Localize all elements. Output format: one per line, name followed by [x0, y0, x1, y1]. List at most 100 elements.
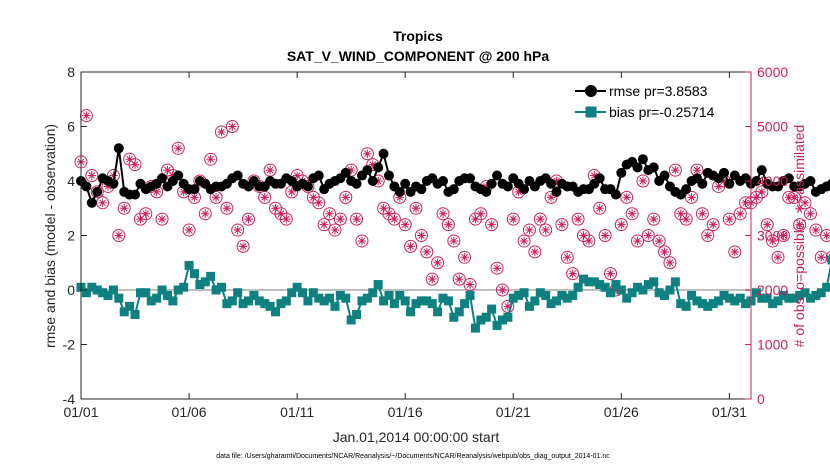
bias-point: [206, 271, 216, 281]
bias-point: [676, 299, 686, 309]
bias-point: [352, 310, 362, 320]
rmse-point: [362, 165, 373, 176]
obs-count-marker: [312, 196, 326, 210]
bias-point: [314, 293, 324, 303]
obs-count-marker: [771, 250, 785, 264]
obs-count-marker: [133, 212, 147, 226]
obs-count-marker: [663, 256, 677, 270]
rmse-point: [659, 170, 670, 181]
obs-count-marker: [604, 267, 618, 281]
obs-count-marker: [214, 125, 228, 139]
bias-point: [638, 285, 648, 295]
bias-point: [298, 288, 308, 298]
bias-point: [487, 304, 497, 314]
bias-point: [681, 301, 691, 311]
bias-point: [254, 296, 264, 306]
bias-point: [216, 282, 226, 292]
obs-count-marker: [160, 163, 174, 177]
y-tick-label-left: 0: [67, 282, 75, 298]
y-tick-label-right: 6000: [757, 64, 788, 80]
obs-count-marker: [355, 234, 369, 248]
bias-point: [697, 299, 707, 309]
bias-point: [184, 260, 194, 270]
bias-point: [633, 282, 643, 292]
obs-count-marker: [728, 245, 742, 259]
bias-point: [579, 274, 588, 284]
bias-point: [114, 293, 124, 303]
rmse-point: [610, 189, 621, 200]
obs-count-marker: [350, 212, 364, 226]
y-tick-label-right: 1000: [757, 337, 788, 353]
bias-point: [249, 290, 259, 300]
bias-point: [449, 312, 459, 322]
x-tick-label: 01/11: [280, 404, 314, 420]
rmse-point: [189, 184, 200, 195]
obs-count-marker: [279, 212, 293, 226]
y-tick-label-right: 0: [757, 391, 765, 407]
bias-point: [379, 296, 389, 306]
x-tick-label: 01/31: [712, 404, 747, 420]
bias-point: [465, 290, 475, 300]
bias-point: [411, 299, 421, 309]
rmse-point: [302, 181, 313, 192]
y-axis-label-right: # of obs: o=possible; ∗=assimilated: [791, 125, 807, 348]
bias-point: [730, 296, 740, 306]
bias-point: [703, 301, 713, 311]
obs-count-marker: [198, 207, 212, 221]
obs-count-marker: [274, 207, 288, 221]
rmse-point: [173, 170, 184, 181]
bias-point: [433, 307, 443, 317]
rmse-point: [637, 154, 648, 165]
bias-point: [692, 296, 702, 306]
obs-count-marker: [522, 223, 536, 237]
bias-point: [784, 293, 794, 303]
rmse-point: [465, 173, 476, 184]
obs-count-marker: [128, 158, 142, 172]
y-tick-label-left: 4: [67, 173, 75, 189]
obs-count-marker: [620, 190, 634, 204]
obs-count-marker: [79, 109, 93, 123]
obs-count-marker: [117, 201, 131, 215]
y-tick-label-left: 2: [67, 228, 75, 244]
obs-count-marker: [539, 223, 553, 237]
bias-point: [551, 296, 561, 306]
rmse-point: [827, 179, 830, 189]
obs-count-marker: [760, 218, 774, 232]
rmse-point: [400, 178, 411, 189]
x-tick-label: 01/26: [604, 404, 639, 420]
bias-point: [519, 288, 529, 298]
rmse-point: [492, 170, 503, 181]
obs-count-marker: [123, 152, 137, 166]
bias-point: [325, 293, 335, 303]
rmse-point: [551, 186, 562, 197]
bias-point: [719, 290, 729, 300]
bias-point: [152, 293, 162, 303]
legend-rmse-marker: [585, 85, 597, 97]
obs-count-marker: [625, 207, 639, 221]
obs-count-marker: [814, 250, 828, 264]
bias-point: [168, 296, 178, 306]
obs-count-marker: [468, 212, 482, 226]
bias-point: [454, 307, 464, 317]
bias-point: [476, 315, 486, 325]
obs-count-marker: [474, 207, 488, 221]
bias-point: [389, 299, 399, 309]
obs-count-marker: [85, 169, 99, 183]
rmse-point: [594, 173, 605, 184]
bias-point: [584, 277, 594, 287]
obs-count-marker: [647, 212, 661, 226]
bias-point: [427, 299, 437, 309]
bias-point: [649, 277, 659, 287]
rmse-point: [81, 181, 92, 192]
x-axis-label: Jan.01,2014 00:00:00 start: [333, 429, 500, 445]
bias-point: [503, 312, 513, 322]
obs-count-marker: [414, 229, 428, 242]
obs-count-marker: [360, 147, 374, 161]
rmse-point: [756, 165, 767, 176]
bias-point: [146, 296, 156, 306]
bias-point: [789, 293, 799, 303]
x-tick-label: 01/06: [172, 404, 207, 420]
obs-count-marker: [155, 212, 169, 226]
obs-count-marker: [269, 201, 283, 215]
